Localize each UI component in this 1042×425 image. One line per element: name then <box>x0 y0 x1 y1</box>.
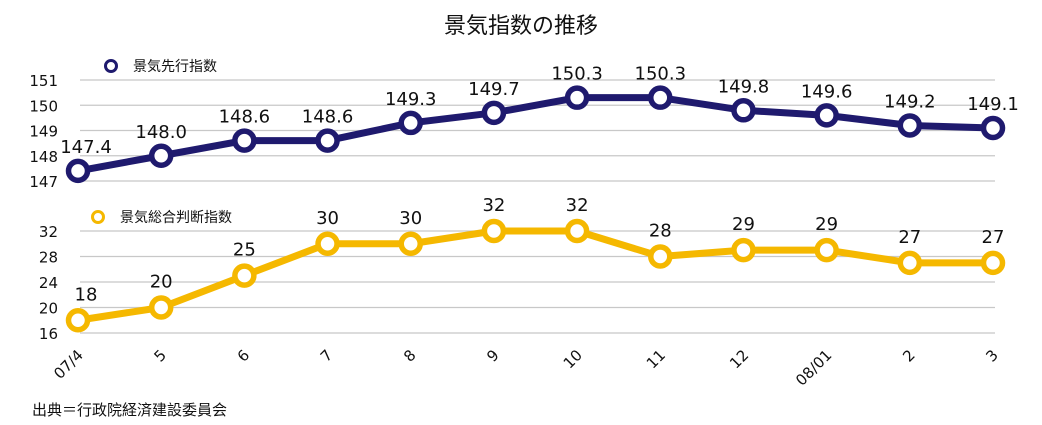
data-point <box>481 100 507 126</box>
data-label: 149.1 <box>967 94 1019 115</box>
x-tick-label: 08/01 <box>792 346 835 389</box>
x-tick-label: 3 <box>982 346 1001 365</box>
data-point <box>897 250 923 276</box>
data-point <box>232 128 257 153</box>
data-point <box>65 308 91 333</box>
data-label: 30 <box>399 208 422 229</box>
data-label: 18 <box>75 284 98 305</box>
series-line <box>74 227 997 324</box>
data-label: 147.4 <box>60 137 112 158</box>
data-label: 150.3 <box>551 64 603 85</box>
chart-title: 景気指数の推移 <box>444 14 598 39</box>
y-tick-label: 32 <box>39 223 58 241</box>
y-tick-label: 16 <box>39 325 58 343</box>
x-tick-label: 8 <box>400 346 419 365</box>
data-point <box>731 237 756 263</box>
y-tick-label: 20 <box>39 300 58 318</box>
data-label: 30 <box>316 208 339 229</box>
data-point <box>398 110 423 136</box>
y-tick-label: 147 <box>29 173 58 191</box>
y-tick-label: 150 <box>29 97 58 115</box>
legend-label: 景気総合判断指数 <box>120 210 232 226</box>
data-point <box>148 295 174 320</box>
x-tick-label: 7 <box>317 346 336 365</box>
chart-panels: 147 148 149 150 151 147.4 148.0 148.6 148.6 149.3… <box>29 59 1019 343</box>
y-tick-label: 151 <box>29 72 58 90</box>
data-point <box>814 237 839 263</box>
data-label: 27 <box>898 227 921 248</box>
source-note: 出典＝行政院経済建設委員会 <box>32 401 227 419</box>
y-tick-label: 24 <box>39 274 58 292</box>
panel-2: 16 20 24 28 32 18 20 25 30 30 32 32 28 29 29 27 27 景気総合判断… <box>39 195 1006 343</box>
x-tick-label: 11 <box>643 346 669 372</box>
y-tick-label: 149 <box>29 123 58 141</box>
x-axis: 07/4 5 6 7 8 9 10 11 12 08/01 2 3 <box>50 346 1002 389</box>
y-tick-label: 148 <box>29 148 58 166</box>
data-label: 149.7 <box>468 79 520 100</box>
data-label: 148.6 <box>219 107 271 128</box>
data-point <box>232 263 257 288</box>
data-label: 150.3 <box>635 64 687 85</box>
data-label: 32 <box>482 195 505 216</box>
data-point <box>980 250 1006 276</box>
data-point <box>648 244 673 269</box>
data-label: 20 <box>150 272 173 293</box>
x-tick-label: 9 <box>483 346 502 365</box>
x-tick-label: 12 <box>726 346 752 372</box>
data-label: 149.6 <box>801 81 853 102</box>
x-tick-label: 10 <box>560 346 586 372</box>
data-label: 148.0 <box>135 122 187 143</box>
data-point <box>148 143 174 168</box>
series-line <box>74 94 997 175</box>
data-label: 149.8 <box>718 76 770 97</box>
data-label: 25 <box>233 240 256 261</box>
legend-marker <box>104 59 118 73</box>
data-point <box>398 231 423 256</box>
data-label: 32 <box>566 195 589 216</box>
data-point <box>315 128 340 153</box>
data-label: 28 <box>649 221 672 242</box>
data-label: 149.2 <box>884 91 936 112</box>
data-label: 148.6 <box>302 107 354 128</box>
data-point <box>980 115 1006 141</box>
x-tick-label: 2 <box>899 346 918 365</box>
data-point <box>564 218 590 244</box>
legend-marker <box>91 210 105 224</box>
data-label: 29 <box>815 214 838 235</box>
data-label: 27 <box>982 227 1005 248</box>
panel-1: 147 148 149 150 151 147.4 148.0 148.6 148.6 149.3… <box>29 59 1019 191</box>
legend-label: 景気先行指数 <box>133 59 217 75</box>
data-point <box>814 103 839 128</box>
x-tick-label: 6 <box>234 346 253 365</box>
data-point <box>648 85 673 110</box>
data-point <box>564 85 590 110</box>
y-tick-label: 28 <box>39 249 58 267</box>
data-point <box>315 231 340 256</box>
data-point <box>897 113 923 138</box>
data-label: 29 <box>732 214 755 235</box>
data-point <box>65 158 91 184</box>
data-point <box>481 218 507 244</box>
data-point <box>731 98 756 123</box>
data-label: 149.3 <box>385 89 437 110</box>
x-tick-label: 5 <box>151 346 170 365</box>
x-tick-label: 07/4 <box>50 346 87 383</box>
